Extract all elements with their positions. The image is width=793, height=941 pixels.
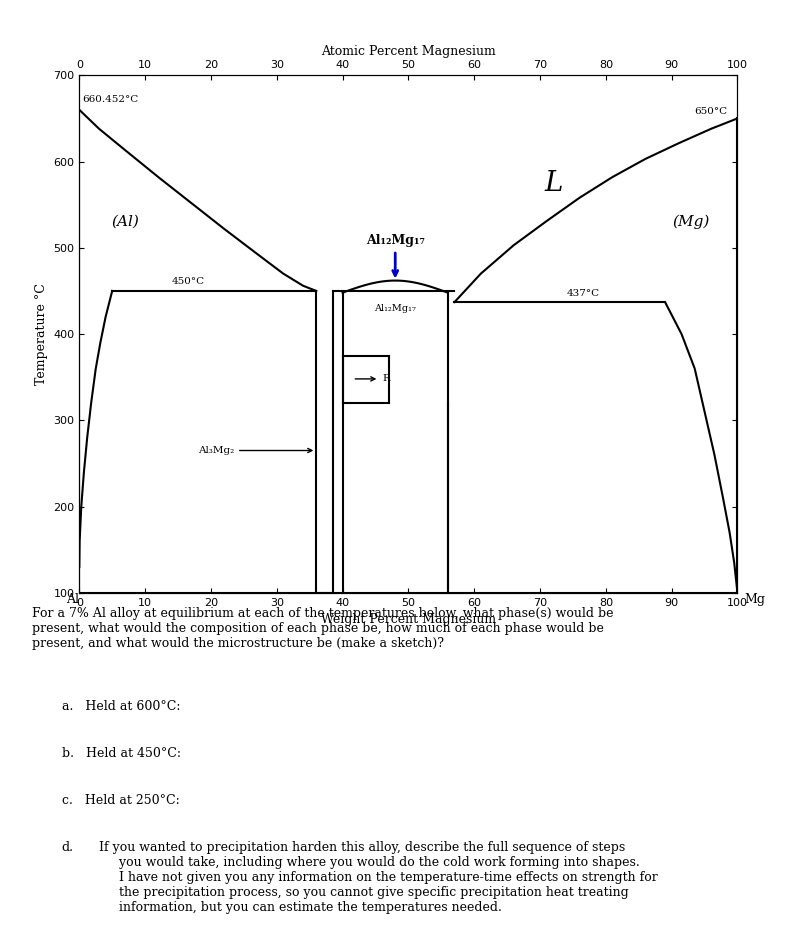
Text: 450°C: 450°C [171,277,205,286]
Text: 437°C: 437°C [566,289,600,297]
Text: a.   Held at 600°C:: a. Held at 600°C: [62,700,180,713]
Text: Al: Al [67,593,79,606]
Text: Mg: Mg [744,593,765,606]
Text: (Mg): (Mg) [672,215,710,229]
Text: Al₃Mg₂: Al₃Mg₂ [197,446,312,455]
Text: (Al): (Al) [112,215,140,229]
Text: If you wanted to precipitation harden this alloy, describe the full sequence of : If you wanted to precipitation harden th… [99,841,657,914]
Text: Al₁₂Mg₁₇: Al₁₂Mg₁₇ [366,234,425,276]
Text: 660.452°C: 660.452°C [82,95,139,104]
Text: For a 7% Al alloy at equilibrium at each of the temperatures below, what phase(s: For a 7% Al alloy at equilibrium at each… [32,607,613,650]
X-axis label: Atomic Percent Magnesium: Atomic Percent Magnesium [321,45,496,57]
Text: 650°C: 650°C [695,107,728,116]
Text: d.: d. [62,841,74,853]
Y-axis label: Temperature °C: Temperature °C [35,283,48,385]
Text: c.   Held at 250°C:: c. Held at 250°C: [62,794,179,807]
Text: L: L [544,169,562,197]
X-axis label: Weight Percent Magnesium: Weight Percent Magnesium [321,614,496,627]
Text: Al₁₂Mg₁₇: Al₁₂Mg₁₇ [374,304,416,312]
Text: R: R [355,375,390,383]
Text: b.   Held at 450°C:: b. Held at 450°C: [62,747,181,760]
